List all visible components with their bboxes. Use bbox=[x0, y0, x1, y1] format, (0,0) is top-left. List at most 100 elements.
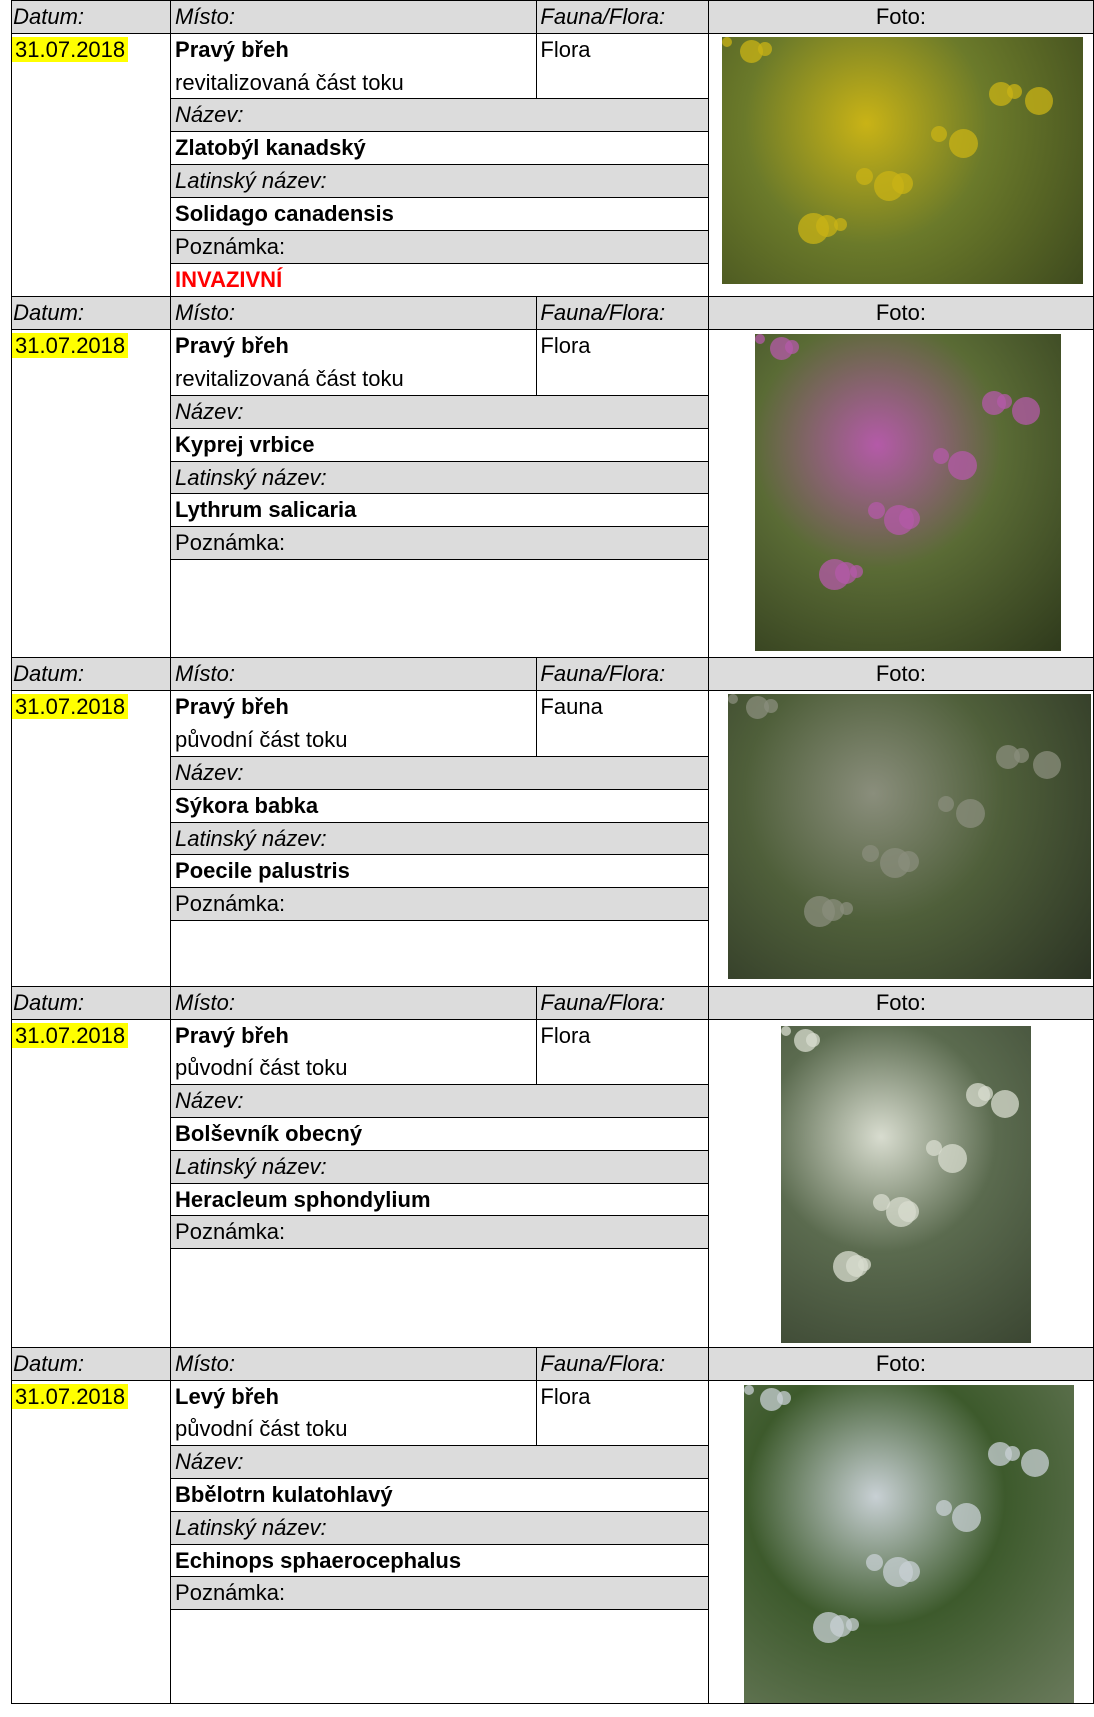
rule bbox=[10, 657, 12, 986]
latin-name: Poecile palustris bbox=[175, 858, 350, 884]
label: Místo: bbox=[175, 4, 235, 29]
rule bbox=[169, 657, 171, 986]
label: Latinský název: bbox=[175, 1153, 327, 1179]
rule bbox=[10, 296, 12, 658]
photo bbox=[727, 693, 1091, 980]
rule bbox=[169, 788, 708, 790]
place-detail: revitalizovaná část toku bbox=[175, 69, 404, 95]
name: Sýkora babka bbox=[175, 792, 319, 818]
photo-detail bbox=[727, 693, 738, 704]
rule bbox=[1092, 296, 1094, 658]
rule bbox=[10, 1346, 1094, 1348]
label: Název: bbox=[175, 1449, 244, 1475]
rule bbox=[169, 0, 171, 297]
rule bbox=[169, 229, 708, 231]
type: Flora bbox=[540, 333, 591, 359]
photo-detail bbox=[947, 451, 977, 481]
photo-detail bbox=[849, 565, 863, 579]
rule bbox=[169, 1510, 708, 1512]
type: Flora bbox=[540, 1383, 591, 1409]
photo-detail bbox=[1012, 397, 1041, 426]
type: Flora bbox=[540, 36, 591, 62]
label: Poznámka: bbox=[175, 233, 286, 259]
place: Pravý břeh bbox=[175, 333, 289, 359]
gray-row bbox=[169, 1084, 708, 1117]
rule bbox=[169, 262, 708, 264]
rule bbox=[707, 0, 709, 297]
photo-detail bbox=[754, 333, 765, 344]
photo-detail bbox=[1021, 1448, 1050, 1477]
photo-detail bbox=[935, 1499, 952, 1516]
label: Datum: bbox=[13, 4, 85, 29]
label: Datum: bbox=[13, 1350, 85, 1376]
rule bbox=[169, 98, 708, 100]
gray-row bbox=[169, 755, 708, 789]
photo-detail bbox=[743, 1385, 754, 1395]
rule bbox=[169, 854, 708, 856]
label: Poznámka: bbox=[175, 891, 286, 917]
gray-row bbox=[169, 887, 708, 921]
label: Foto: bbox=[875, 4, 926, 29]
rule bbox=[10, 690, 1094, 692]
photo bbox=[781, 1026, 1031, 1344]
rule bbox=[169, 131, 708, 133]
rule bbox=[707, 1346, 709, 1705]
rule bbox=[169, 1215, 708, 1217]
rule bbox=[10, 657, 1094, 659]
label: Poznámka: bbox=[175, 1580, 286, 1606]
rule bbox=[1092, 657, 1094, 986]
photo-detail bbox=[815, 215, 838, 238]
name: Kyprej vrbice bbox=[175, 431, 315, 457]
header-row bbox=[10, 657, 1094, 691]
date: 31.07.2018 bbox=[12, 36, 129, 62]
photo-detail bbox=[763, 699, 778, 714]
rule bbox=[169, 427, 708, 429]
label: Název: bbox=[175, 759, 244, 785]
rule bbox=[536, 296, 538, 395]
date: 31.07.2018 bbox=[12, 1383, 129, 1409]
label: Foto: bbox=[875, 1350, 926, 1376]
header-row bbox=[10, 296, 1094, 330]
rule bbox=[536, 0, 538, 99]
gray-row bbox=[169, 164, 708, 197]
gray-row bbox=[169, 821, 708, 855]
label: Poznámka: bbox=[175, 1219, 286, 1245]
rule bbox=[169, 1149, 708, 1151]
label: Latinský název: bbox=[175, 1514, 327, 1540]
header-row bbox=[10, 1346, 1094, 1380]
label: Fauna/Flora: bbox=[540, 661, 666, 687]
rule bbox=[1092, 1346, 1094, 1705]
rule bbox=[169, 526, 708, 528]
photo-detail bbox=[978, 1086, 994, 1102]
label: Místo: bbox=[175, 661, 235, 687]
latin-name: Echinops sphaerocephalus bbox=[175, 1547, 462, 1573]
rule bbox=[707, 657, 709, 986]
rule bbox=[10, 1379, 1094, 1381]
rule bbox=[169, 985, 171, 1347]
rule bbox=[707, 985, 709, 1347]
rule bbox=[169, 1477, 708, 1479]
gray-row bbox=[169, 229, 708, 263]
label: Fauna/Flora: bbox=[540, 989, 666, 1015]
latin-name: Heracleum sphondylium bbox=[175, 1186, 431, 1212]
place: Levý břeh bbox=[175, 1383, 279, 1409]
rule bbox=[169, 460, 708, 462]
date: 31.07.2018 bbox=[12, 333, 129, 359]
photo-detail bbox=[821, 899, 844, 922]
label: Název: bbox=[175, 398, 244, 424]
rule bbox=[169, 821, 708, 823]
name: Bbělotrn kulatohlavý bbox=[175, 1481, 393, 1507]
rule bbox=[169, 1182, 708, 1184]
label: Název: bbox=[175, 102, 244, 128]
name: Bolševník obecný bbox=[175, 1120, 363, 1146]
gray-row bbox=[169, 1215, 708, 1249]
latin-name: Lythrum salicaria bbox=[175, 497, 357, 523]
rule bbox=[10, 0, 12, 297]
label: Místo: bbox=[175, 300, 235, 326]
rule bbox=[10, 32, 1094, 34]
photo-detail bbox=[840, 902, 854, 916]
type: Fauna bbox=[540, 694, 603, 720]
label: Poznámka: bbox=[175, 530, 286, 556]
rule bbox=[169, 1576, 708, 1578]
